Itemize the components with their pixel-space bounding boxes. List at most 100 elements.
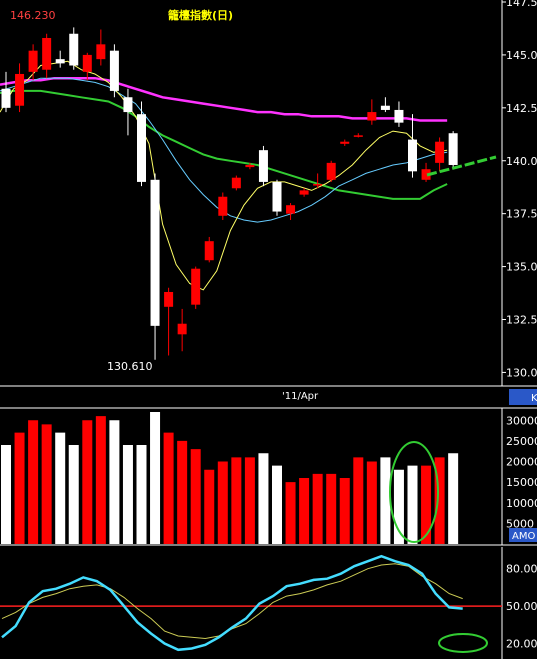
volume-bar: [434, 457, 445, 544]
volume-bar: [122, 445, 133, 544]
volume-tick-label: 10000: [506, 497, 537, 510]
ma-long-green-line: [0, 89, 448, 200]
volume-tab[interactable]: [509, 528, 537, 542]
volume-bar: [285, 482, 296, 544]
volume-bar: [1, 445, 11, 544]
candle-body: [177, 323, 187, 335]
volume-tick-label: 30000: [506, 414, 537, 427]
candle-body: [353, 135, 363, 137]
volume-bar: [82, 420, 93, 544]
volume-grid: 5000 10000 15000 20000 25000 30000: [0, 407, 537, 546]
volume-tick-label: 15000: [506, 476, 537, 489]
volume-bar: [55, 432, 66, 544]
volume-bar: [190, 449, 201, 544]
volume-bars: [1, 412, 459, 544]
candle-body: [245, 164, 255, 168]
stochastic-highlight-circle: [438, 633, 488, 653]
candle-body: [164, 291, 174, 307]
volume-tick-label: 5000: [506, 517, 534, 530]
ma-long-magenta-line: [0, 76, 448, 122]
volume-bar: [339, 478, 350, 544]
price-tab-label: K: [531, 393, 537, 404]
candle-body: [286, 205, 296, 214]
candle-body: [150, 179, 160, 326]
price-tick-label: 135.0: [506, 261, 537, 274]
annotation-segment: [426, 155, 497, 177]
candle-body: [448, 133, 458, 165]
candle-body: [435, 141, 445, 163]
volume-tick-label: 25000: [506, 435, 537, 448]
volume-bar: [163, 432, 174, 544]
stochastic-grid: 20.00 50.00 80.00: [0, 547, 537, 659]
volume-bar: [393, 469, 404, 544]
volume-bar: [353, 457, 364, 544]
volume-highlight-circle: [389, 441, 439, 543]
moving-average-lines: [0, 60, 448, 291]
volume-bar: [421, 465, 432, 544]
candle-body: [96, 44, 106, 60]
candle-body: [394, 109, 404, 123]
volume-bar: [14, 432, 25, 544]
price-tick-label: 132.5: [506, 314, 537, 327]
volume-bar: [299, 478, 310, 544]
volume-bar: [68, 445, 79, 544]
candle-body: [367, 112, 377, 121]
volume-bar: [366, 461, 377, 544]
candle-body: [326, 162, 336, 180]
candle-body: [231, 177, 241, 189]
date-strip: '11/Apr K: [282, 389, 537, 405]
volume-tab-label: AMO: [512, 531, 535, 542]
price-tick-label: 137.5: [506, 208, 537, 221]
min-price-label: 130.610: [107, 360, 153, 373]
stochastic-tick-label: 50.00: [506, 600, 537, 613]
volume-bar: [326, 473, 337, 544]
price-tick-label: 130.0: [506, 366, 537, 379]
stochastic-panel: 20.00 50.00 80.00: [0, 547, 537, 659]
candlesticks: [1, 27, 458, 360]
price-tick-label: 145.0: [506, 49, 537, 62]
candle-body: [28, 50, 38, 72]
candle-body: [137, 114, 146, 182]
candle-body: [340, 141, 350, 144]
stochastic-tick-label: 20.00: [506, 638, 537, 651]
volume-bar: [204, 469, 215, 544]
candle-body: [42, 37, 52, 70]
volume-bar: [95, 416, 106, 544]
volume-bar: [244, 457, 255, 544]
volume-bar: [448, 453, 459, 544]
volume-bar: [217, 461, 228, 544]
candle-body: [272, 181, 282, 212]
candle-body: [258, 150, 268, 182]
volume-bar: [28, 420, 39, 544]
candle-body: [55, 59, 65, 64]
price-tick-label: 142.5: [506, 102, 537, 115]
trend-annotation-line: [426, 155, 497, 177]
candle-body: [380, 105, 390, 110]
volume-panel: 5000 10000 15000 20000 25000 30000 AMO: [0, 407, 537, 546]
stochastic-lines: [1, 554, 463, 652]
candle-body: [299, 190, 309, 195]
volume-bar: [177, 440, 188, 544]
price-grid: 130.0 132.5 135.0 137.5 140.0 142.5 145.0 147.5: [0, 0, 537, 387]
price-tab[interactable]: [509, 389, 537, 405]
candle-body: [191, 268, 201, 305]
candle-body: [123, 97, 133, 113]
price-tick-label: 147.5: [506, 0, 537, 9]
volume-bar: [231, 457, 242, 544]
stochastic-tick-label: 80.00: [506, 563, 537, 576]
candle-body: [421, 169, 431, 180]
price-tick-label: 140.0: [506, 155, 537, 168]
chart-title: 籠檯指數(日): [167, 8, 233, 22]
candle-body: [15, 73, 25, 106]
date-label: '11/Apr: [282, 391, 319, 402]
last-price-label: 146.230: [10, 9, 56, 22]
volume-bar: [258, 453, 269, 544]
volume-bar: [272, 465, 282, 544]
candle-body: [204, 241, 214, 261]
volume-bar: [312, 473, 323, 544]
candle-body: [313, 184, 323, 186]
candle-body: [408, 139, 417, 172]
volume-bar: [380, 457, 391, 544]
price-panel: 130.0 132.5 135.0 137.5 140.0 142.5 145.0 147.5…: [0, 0, 537, 387]
